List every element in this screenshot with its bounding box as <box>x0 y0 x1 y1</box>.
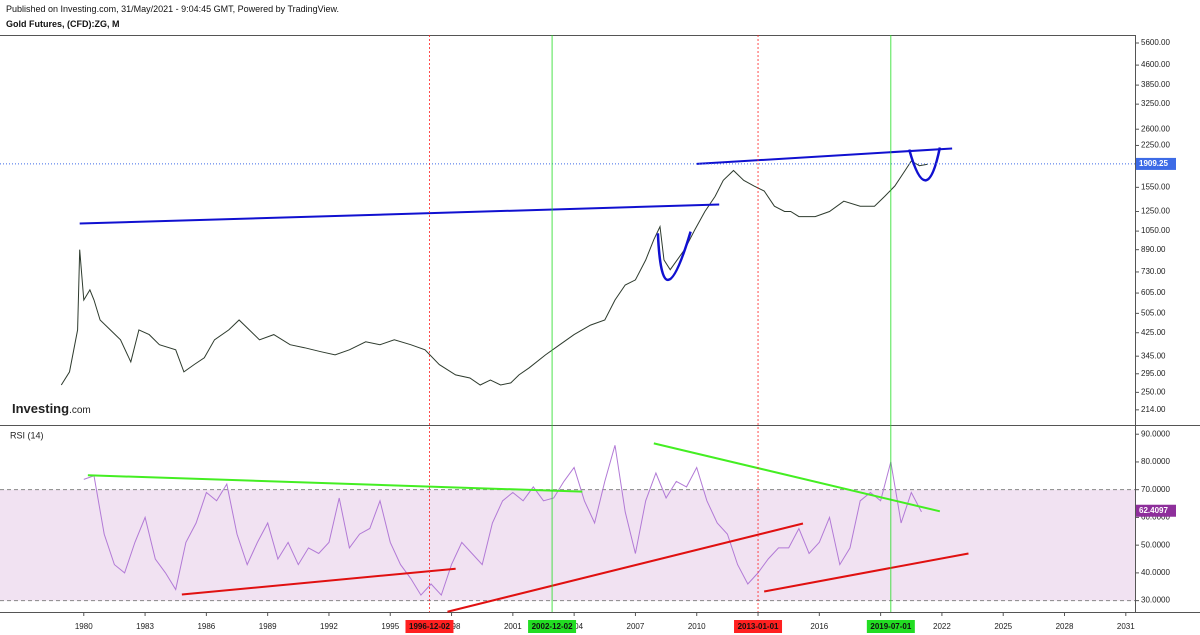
x-tick-label: 2001 <box>504 622 522 631</box>
marker-date-box <box>405 620 454 633</box>
y-tick-label: 1250.00 <box>1141 207 1170 216</box>
y-tick-label: 90.0000 <box>1141 429 1170 438</box>
trend-line <box>87 474 583 493</box>
marker-date-box <box>528 620 577 633</box>
y-tick-label: 425.00 <box>1141 328 1166 337</box>
trend-line <box>181 567 456 596</box>
y-tick-label: 50.0000 <box>1141 540 1170 549</box>
y-tick-label: 3250.00 <box>1141 99 1170 108</box>
rsi-title: RSI (14) <box>10 430 44 440</box>
logo-suffix: .com <box>69 405 91 416</box>
y-tick-label: 70.0000 <box>1141 485 1170 494</box>
marker-date-label: 2019-07-01 <box>870 622 911 631</box>
trend-line <box>447 522 804 613</box>
marker-date-label: 2002-12-02 <box>532 622 573 631</box>
y-tick-label: 40.0000 <box>1141 568 1170 577</box>
x-tick-label: 1992 <box>320 622 338 631</box>
x-tick-label: 2028 <box>1056 622 1074 631</box>
x-tick-label: 1986 <box>197 622 215 631</box>
current-value-box <box>1136 504 1176 517</box>
rsi-band <box>0 489 1135 601</box>
marker-date-label: 2013-01-01 <box>738 622 779 631</box>
cup-pattern <box>656 231 692 282</box>
y-tick-label: 2250.00 <box>1141 141 1170 150</box>
x-tick-label: 1980 <box>75 622 93 631</box>
y-tick-label: 60.0000 <box>1141 513 1170 522</box>
x-tick-label: 2007 <box>627 622 645 631</box>
y-tick-label: 505.00 <box>1141 308 1166 317</box>
y-tick-label: 5600.00 <box>1141 38 1170 47</box>
y-tick-label: 605.00 <box>1141 288 1166 297</box>
series-line <box>60 160 928 386</box>
y-tick-label: 4600.00 <box>1141 60 1170 69</box>
logo: Investing.com <box>12 401 91 416</box>
y-tick-label: 1050.00 <box>1141 226 1170 235</box>
y-tick-label: 345.00 <box>1141 351 1166 360</box>
x-tick-label: 2010 <box>688 622 706 631</box>
published-note: Published on Investing.com, 31/May/2021 … <box>6 4 340 14</box>
marker-date-label: 1996-12-02 <box>409 622 450 631</box>
x-tick-label: 2025 <box>994 622 1012 631</box>
y-tick-label: 3850.00 <box>1141 80 1170 89</box>
current-value-box <box>1136 157 1176 170</box>
logo-word: Investing <box>12 401 69 416</box>
current-value-label: 62.4097 <box>1139 506 1168 515</box>
y-tick-label: 2600.00 <box>1141 124 1170 133</box>
symbol-title: Gold Futures, (CFD):ZG, M <box>6 19 120 29</box>
y-tick-label: 890.00 <box>1141 245 1166 254</box>
y-tick-label: 214.00 <box>1141 405 1166 414</box>
marker-date-box <box>866 620 915 633</box>
trend-line <box>653 442 941 513</box>
trend-line <box>763 552 969 593</box>
series-line <box>83 445 922 597</box>
current-value-label: 1909.25 <box>1139 159 1168 168</box>
y-tick-label: 250.00 <box>1141 387 1166 396</box>
cup-pattern <box>908 147 942 182</box>
y-tick-label: 30.0000 <box>1141 596 1170 605</box>
marker-date-box <box>734 620 783 633</box>
y-tick-label: 295.00 <box>1141 369 1166 378</box>
x-tick-label: 2031 <box>1117 622 1135 631</box>
x-tick-label: 1983 <box>136 622 154 631</box>
x-tick-label: 2016 <box>810 622 828 631</box>
x-tick-label: 2022 <box>933 622 951 631</box>
y-tick-label: 80.0000 <box>1141 457 1170 466</box>
y-tick-label: 730.00 <box>1141 267 1166 276</box>
trend-line <box>79 203 720 225</box>
x-tick-label: 1989 <box>259 622 277 631</box>
y-tick-label: 1550.00 <box>1141 182 1170 191</box>
x-tick-label: 1995 <box>381 622 399 631</box>
